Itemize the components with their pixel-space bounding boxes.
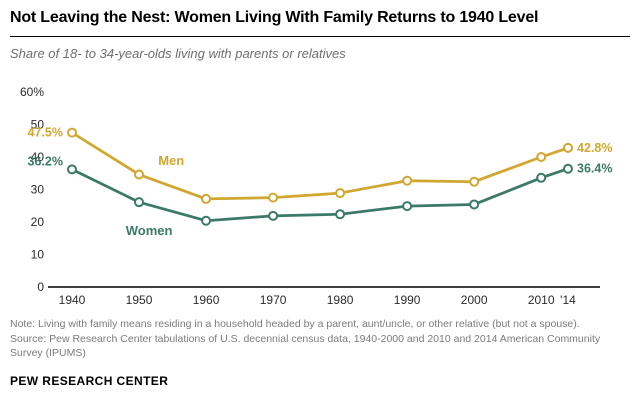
start-value-label: 47.5% <box>28 126 63 140</box>
x-tick-label: 1950 <box>126 293 153 307</box>
data-point-women <box>469 199 480 210</box>
x-tick-label: 1980 <box>327 293 354 307</box>
y-tick-label: 10 <box>31 248 45 262</box>
series-name-label: Men <box>158 153 184 168</box>
data-point-men <box>536 152 547 162</box>
start-value-label: 36.2% <box>28 154 63 168</box>
data-point-women <box>134 197 145 208</box>
x-tick-label: 1960 <box>193 293 220 307</box>
chart-subtitle: Share of 18- to 34-year-olds living with… <box>10 46 346 61</box>
data-point-women <box>536 172 547 183</box>
data-point-women <box>402 201 413 212</box>
source-text: Source: Pew Research Center tabulations … <box>10 332 601 360</box>
end-value-label: 36.4% <box>577 162 612 176</box>
y-tick-label: 40 <box>31 150 45 164</box>
y-tick-label: 60% <box>20 85 44 99</box>
data-point-women <box>563 163 573 174</box>
series-name-label: Women <box>126 223 173 238</box>
series-line-men <box>71 131 569 201</box>
x-tick-label: '14 <box>560 293 576 307</box>
x-tick-label: 2000 <box>461 293 488 307</box>
y-tick-label: 20 <box>31 215 45 229</box>
x-tick-label: 1940 <box>59 293 86 307</box>
y-tick-label: 0 <box>37 280 44 294</box>
line-chart: 0 10 20 30 40 50 60% 1940 1950 1960 1970 1980 1990 20… <box>0 81 640 313</box>
x-tick-label: 1990 <box>394 293 421 307</box>
data-point-men <box>67 127 77 138</box>
data-point-women <box>67 164 77 175</box>
y-tick-label: 30 <box>31 183 45 197</box>
x-tick-label: 1970 <box>260 293 287 307</box>
data-point-men <box>335 188 346 199</box>
chart-canvas: 0 10 20 30 40 50 60% 1940 1950 1960 1970 1980 1990 20… <box>20 85 612 307</box>
data-point-men <box>563 142 573 153</box>
brand-pew-research-center: PEW RESEARCH CENTER <box>10 374 169 389</box>
note-text: Note: Living with family means residing … <box>10 318 580 330</box>
data-point-men <box>268 192 279 203</box>
title-divider <box>10 36 630 37</box>
data-point-men <box>469 176 480 187</box>
data-point-men <box>201 193 212 204</box>
x-tick-label: 2010 <box>528 293 555 307</box>
end-value-label: 42.8% <box>577 141 612 155</box>
chart-title: Not Leaving the Nest: Women Living With … <box>10 9 539 26</box>
data-point-women <box>268 210 279 221</box>
data-point-men <box>402 175 413 186</box>
y-tick-label: 50 <box>31 118 45 132</box>
data-point-women <box>335 209 346 220</box>
data-point-men <box>134 169 145 180</box>
data-point-women <box>201 215 212 226</box>
